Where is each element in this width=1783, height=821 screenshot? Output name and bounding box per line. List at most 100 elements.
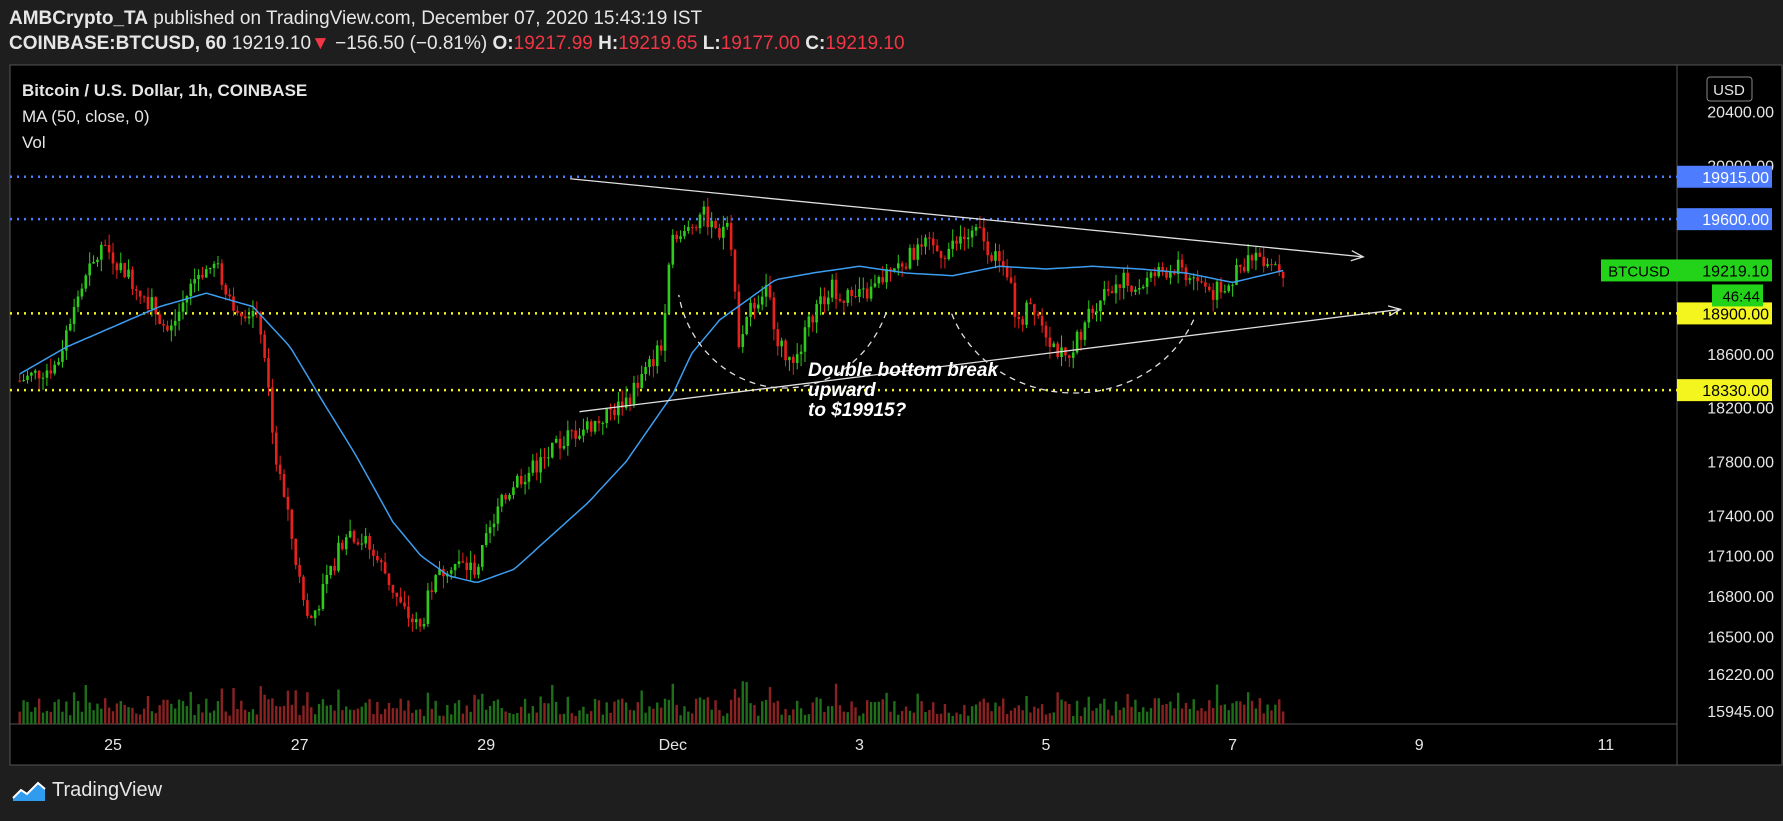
candle-body bbox=[403, 602, 406, 607]
candle-body bbox=[294, 538, 298, 566]
candle-body bbox=[527, 472, 531, 482]
volume-bar bbox=[158, 705, 161, 724]
volume-bar bbox=[986, 702, 989, 724]
candle-body bbox=[65, 330, 68, 351]
candle-body bbox=[706, 206, 710, 228]
volume-bar bbox=[88, 702, 91, 724]
volume-bar bbox=[1068, 704, 1071, 724]
volume-bar bbox=[558, 714, 562, 724]
volume-bar bbox=[461, 713, 465, 724]
volume-bar bbox=[376, 701, 379, 724]
volume-bar bbox=[271, 698, 274, 724]
volume-bar bbox=[605, 702, 608, 724]
volume-bar bbox=[834, 683, 838, 724]
volume-bar bbox=[294, 690, 297, 724]
candle-body bbox=[620, 401, 624, 408]
volume-bar bbox=[418, 709, 422, 724]
candle-body bbox=[722, 226, 725, 238]
volume-bar bbox=[768, 687, 772, 724]
candle-body bbox=[469, 562, 472, 571]
volume-bar bbox=[492, 700, 496, 724]
volume-bar bbox=[1262, 713, 1265, 724]
volume-bar bbox=[1188, 708, 1192, 724]
volume-bar bbox=[278, 706, 282, 724]
candle-body bbox=[208, 267, 212, 270]
volume-bar bbox=[959, 714, 962, 724]
volume-bar bbox=[1099, 703, 1102, 724]
candle-body bbox=[306, 600, 309, 616]
candle-body bbox=[869, 286, 873, 299]
volume-bar bbox=[547, 703, 550, 724]
volume-bar bbox=[955, 712, 958, 724]
candle-body bbox=[885, 268, 888, 283]
candle-body bbox=[364, 536, 367, 544]
trendline[interactable] bbox=[579, 308, 1401, 413]
candle-body bbox=[1075, 331, 1079, 353]
candle-body bbox=[344, 537, 348, 550]
volume-bar bbox=[399, 698, 402, 724]
volume-bar bbox=[306, 692, 309, 724]
candle-body bbox=[1122, 272, 1126, 289]
candle-body bbox=[1013, 282, 1017, 318]
volume-bar bbox=[601, 714, 605, 724]
volume-bar bbox=[609, 712, 612, 724]
volume-bar bbox=[757, 715, 760, 724]
volume-bar bbox=[496, 699, 500, 724]
candle-body bbox=[531, 460, 535, 473]
candle-body bbox=[84, 275, 88, 289]
down-arrow-icon: ▼ bbox=[311, 33, 330, 54]
candle-body bbox=[1114, 284, 1118, 294]
candle-body bbox=[313, 610, 317, 619]
candle-body bbox=[158, 314, 161, 325]
volume-bar bbox=[745, 681, 748, 724]
currency-box[interactable] bbox=[1706, 76, 1753, 102]
volume-bar bbox=[450, 714, 453, 724]
candle-body bbox=[788, 356, 791, 361]
volume-bar bbox=[481, 693, 484, 724]
volume-bar bbox=[224, 711, 227, 724]
candle-body bbox=[764, 285, 768, 297]
candle-body bbox=[757, 304, 760, 309]
volume-bar bbox=[1122, 707, 1125, 724]
volume-bar bbox=[201, 712, 204, 724]
volume-bar bbox=[827, 706, 830, 724]
volume-bar bbox=[485, 709, 488, 724]
volume-bar bbox=[150, 711, 154, 724]
candle-body bbox=[274, 432, 278, 465]
volume-bar bbox=[893, 701, 896, 724]
volume-bar bbox=[523, 698, 527, 724]
candle-body bbox=[162, 324, 165, 326]
level-tag-label: 19600.00 bbox=[1702, 212, 1769, 229]
volume-bar bbox=[554, 701, 558, 724]
candle-body bbox=[1099, 300, 1102, 312]
candle-body bbox=[916, 244, 920, 260]
volume-bar bbox=[348, 709, 352, 724]
candle-body bbox=[18, 380, 21, 382]
currency-label: USD bbox=[1713, 82, 1745, 99]
volume-bar bbox=[691, 713, 694, 724]
volume-bar bbox=[80, 711, 84, 724]
candle-body bbox=[823, 296, 826, 305]
candle-body bbox=[1083, 322, 1087, 340]
volume-bar bbox=[749, 703, 752, 724]
trendline-arrow bbox=[1350, 250, 1365, 262]
volume-bar bbox=[1110, 715, 1114, 724]
candle-body bbox=[683, 230, 686, 237]
volume-bar bbox=[236, 708, 239, 724]
trendline[interactable] bbox=[570, 178, 1364, 258]
price-chart[interactable]: Bitcoin / U.S. Dollar, 1h, COINBASE MA (5… bbox=[0, 0, 1783, 770]
time-tick-label: 5 bbox=[1042, 737, 1051, 754]
volume-bar bbox=[53, 702, 56, 724]
candle-body bbox=[947, 248, 951, 260]
volume-bar bbox=[908, 710, 912, 724]
time-tick-label: 7 bbox=[1228, 737, 1237, 754]
publisher-name[interactable]: AMBCrypto_TA bbox=[9, 8, 148, 29]
volume-bar bbox=[718, 710, 721, 724]
volume-bar bbox=[1215, 684, 1219, 724]
tradingview-brand[interactable]: TradingView bbox=[52, 779, 163, 801]
volume-bar bbox=[162, 699, 165, 724]
volume-bar bbox=[430, 708, 433, 724]
plot-area bbox=[9, 64, 1678, 766]
candle-body bbox=[578, 435, 581, 439]
candle-body bbox=[679, 236, 682, 240]
